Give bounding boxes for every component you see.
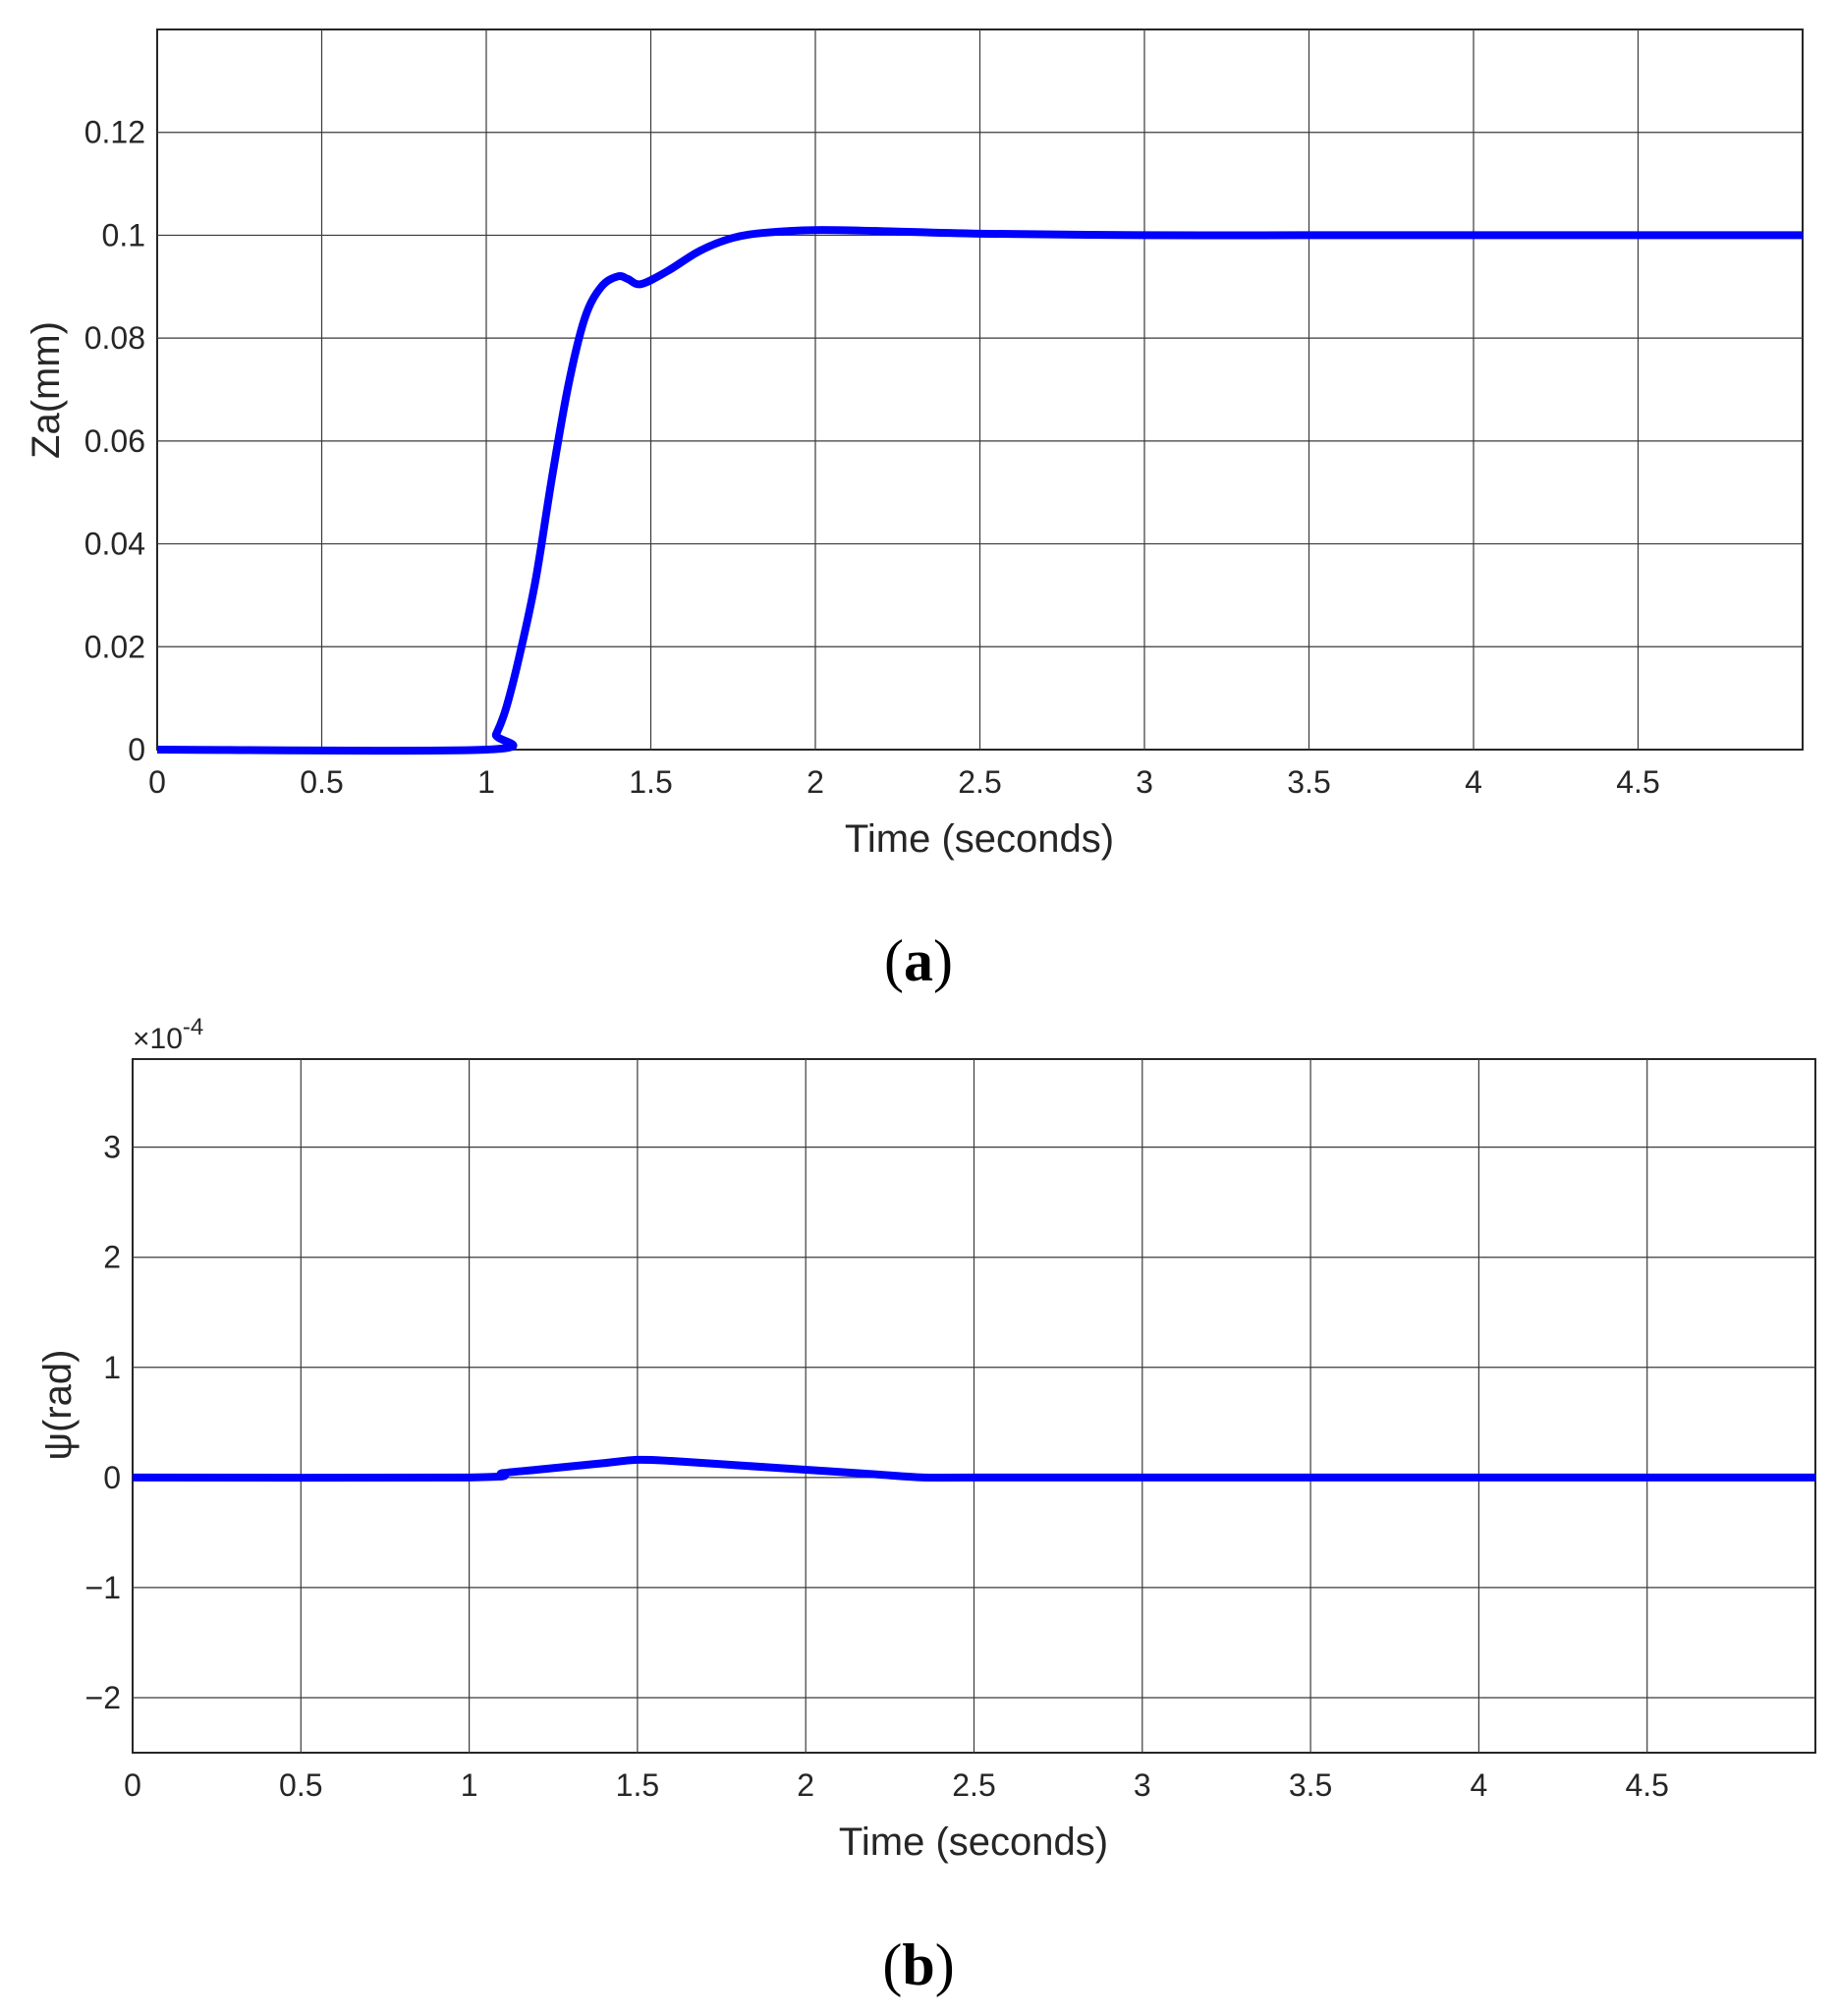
x-tick-label: 0 [124,1767,141,1803]
y-tick-label: −2 [85,1680,121,1715]
caption-letter-b: b [902,1932,934,1997]
caption-letter-a: a [904,928,933,993]
x-tick-label: 2.5 [958,764,1001,800]
y-tick-label: 0.12 [84,115,145,150]
x-axis-label-a: Time (seconds) [845,817,1114,861]
x-tick-label: 0.5 [300,764,343,800]
x-tick-label: 3.5 [1287,764,1330,800]
y-tick-label: 0.08 [84,320,145,356]
x-axis-label-b: Time (seconds) [839,1820,1108,1864]
y-multiplier-b: ×10-4 [133,1014,203,1055]
x-tick-label: 0.5 [279,1767,322,1803]
x-tick-labels-a: 0 0.5 1 1.5 2 2.5 3 3.5 4 4.5 [148,764,1660,800]
x-tick-label: 2 [797,1767,814,1803]
x-tick-label: 4 [1465,764,1482,800]
y-tick-label: 0.06 [84,423,145,459]
x-tick-label: 1.5 [629,764,672,800]
x-tick-label: 4.5 [1625,1767,1668,1803]
x-tick-label: 4 [1471,1767,1488,1803]
x-tick-label: 4.5 [1616,764,1659,800]
chart-panel-a: 0 0.5 1 1.5 2 2.5 3 3.5 4 4.5 0 0.02 0.04 0.06 0.08 0.… [25,28,1804,993]
y-tick-label: −1 [85,1570,121,1605]
y-tick-labels-a: 0 0.02 0.04 0.06 0.08 0.1 0.12 [84,115,145,767]
x-tick-label: 3 [1134,1767,1151,1803]
y-tick-label: 1 [103,1350,121,1385]
y-multiplier-exponent: -4 [183,1014,203,1040]
x-tick-label: 1 [477,764,495,800]
caption-b: (b) [882,1932,954,1997]
y-tick-label: 0 [103,1460,121,1495]
y-multiplier-base: ×10 [133,1023,183,1055]
y-axis-label-a: Za(mm) [25,321,68,459]
y-tick-label: 0.04 [84,527,145,562]
series-line-b [132,1455,1815,1483]
x-tick-label: 1 [461,1767,478,1803]
y-tick-label: 0 [128,732,145,767]
x-tick-label: 3 [1136,764,1153,800]
y-tick-labels-b: −2 −1 0 1 2 3 [85,1130,121,1715]
y-tick-label: 3 [103,1130,121,1165]
x-tick-label: 3.5 [1289,1767,1332,1803]
x-tick-labels-b: 0 0.5 1 1.5 2 2.5 3 3.5 4 4.5 [124,1767,1669,1803]
caption-a: (a) [884,928,953,993]
x-tick-label: 0 [148,764,166,800]
x-tick-label: 2 [807,764,824,800]
y-axis-label-b: ψ(rad) [36,1350,80,1461]
x-tick-label: 2.5 [952,1767,995,1803]
series-group-a [156,226,1803,756]
x-tick-label: 1.5 [616,1767,659,1803]
series-line-a [156,226,1803,756]
y-tick-label: 2 [103,1240,121,1275]
y-tick-label: 0.1 [102,217,145,252]
series-group-b [132,1455,1815,1483]
y-tick-label: 0.02 [84,629,145,664]
chart-panel-b: 0 0.5 1 1.5 2 2.5 3 3.5 4 4.5 −2 −1 0 1 2 3 ×10-4 Time… [36,1014,1816,1997]
